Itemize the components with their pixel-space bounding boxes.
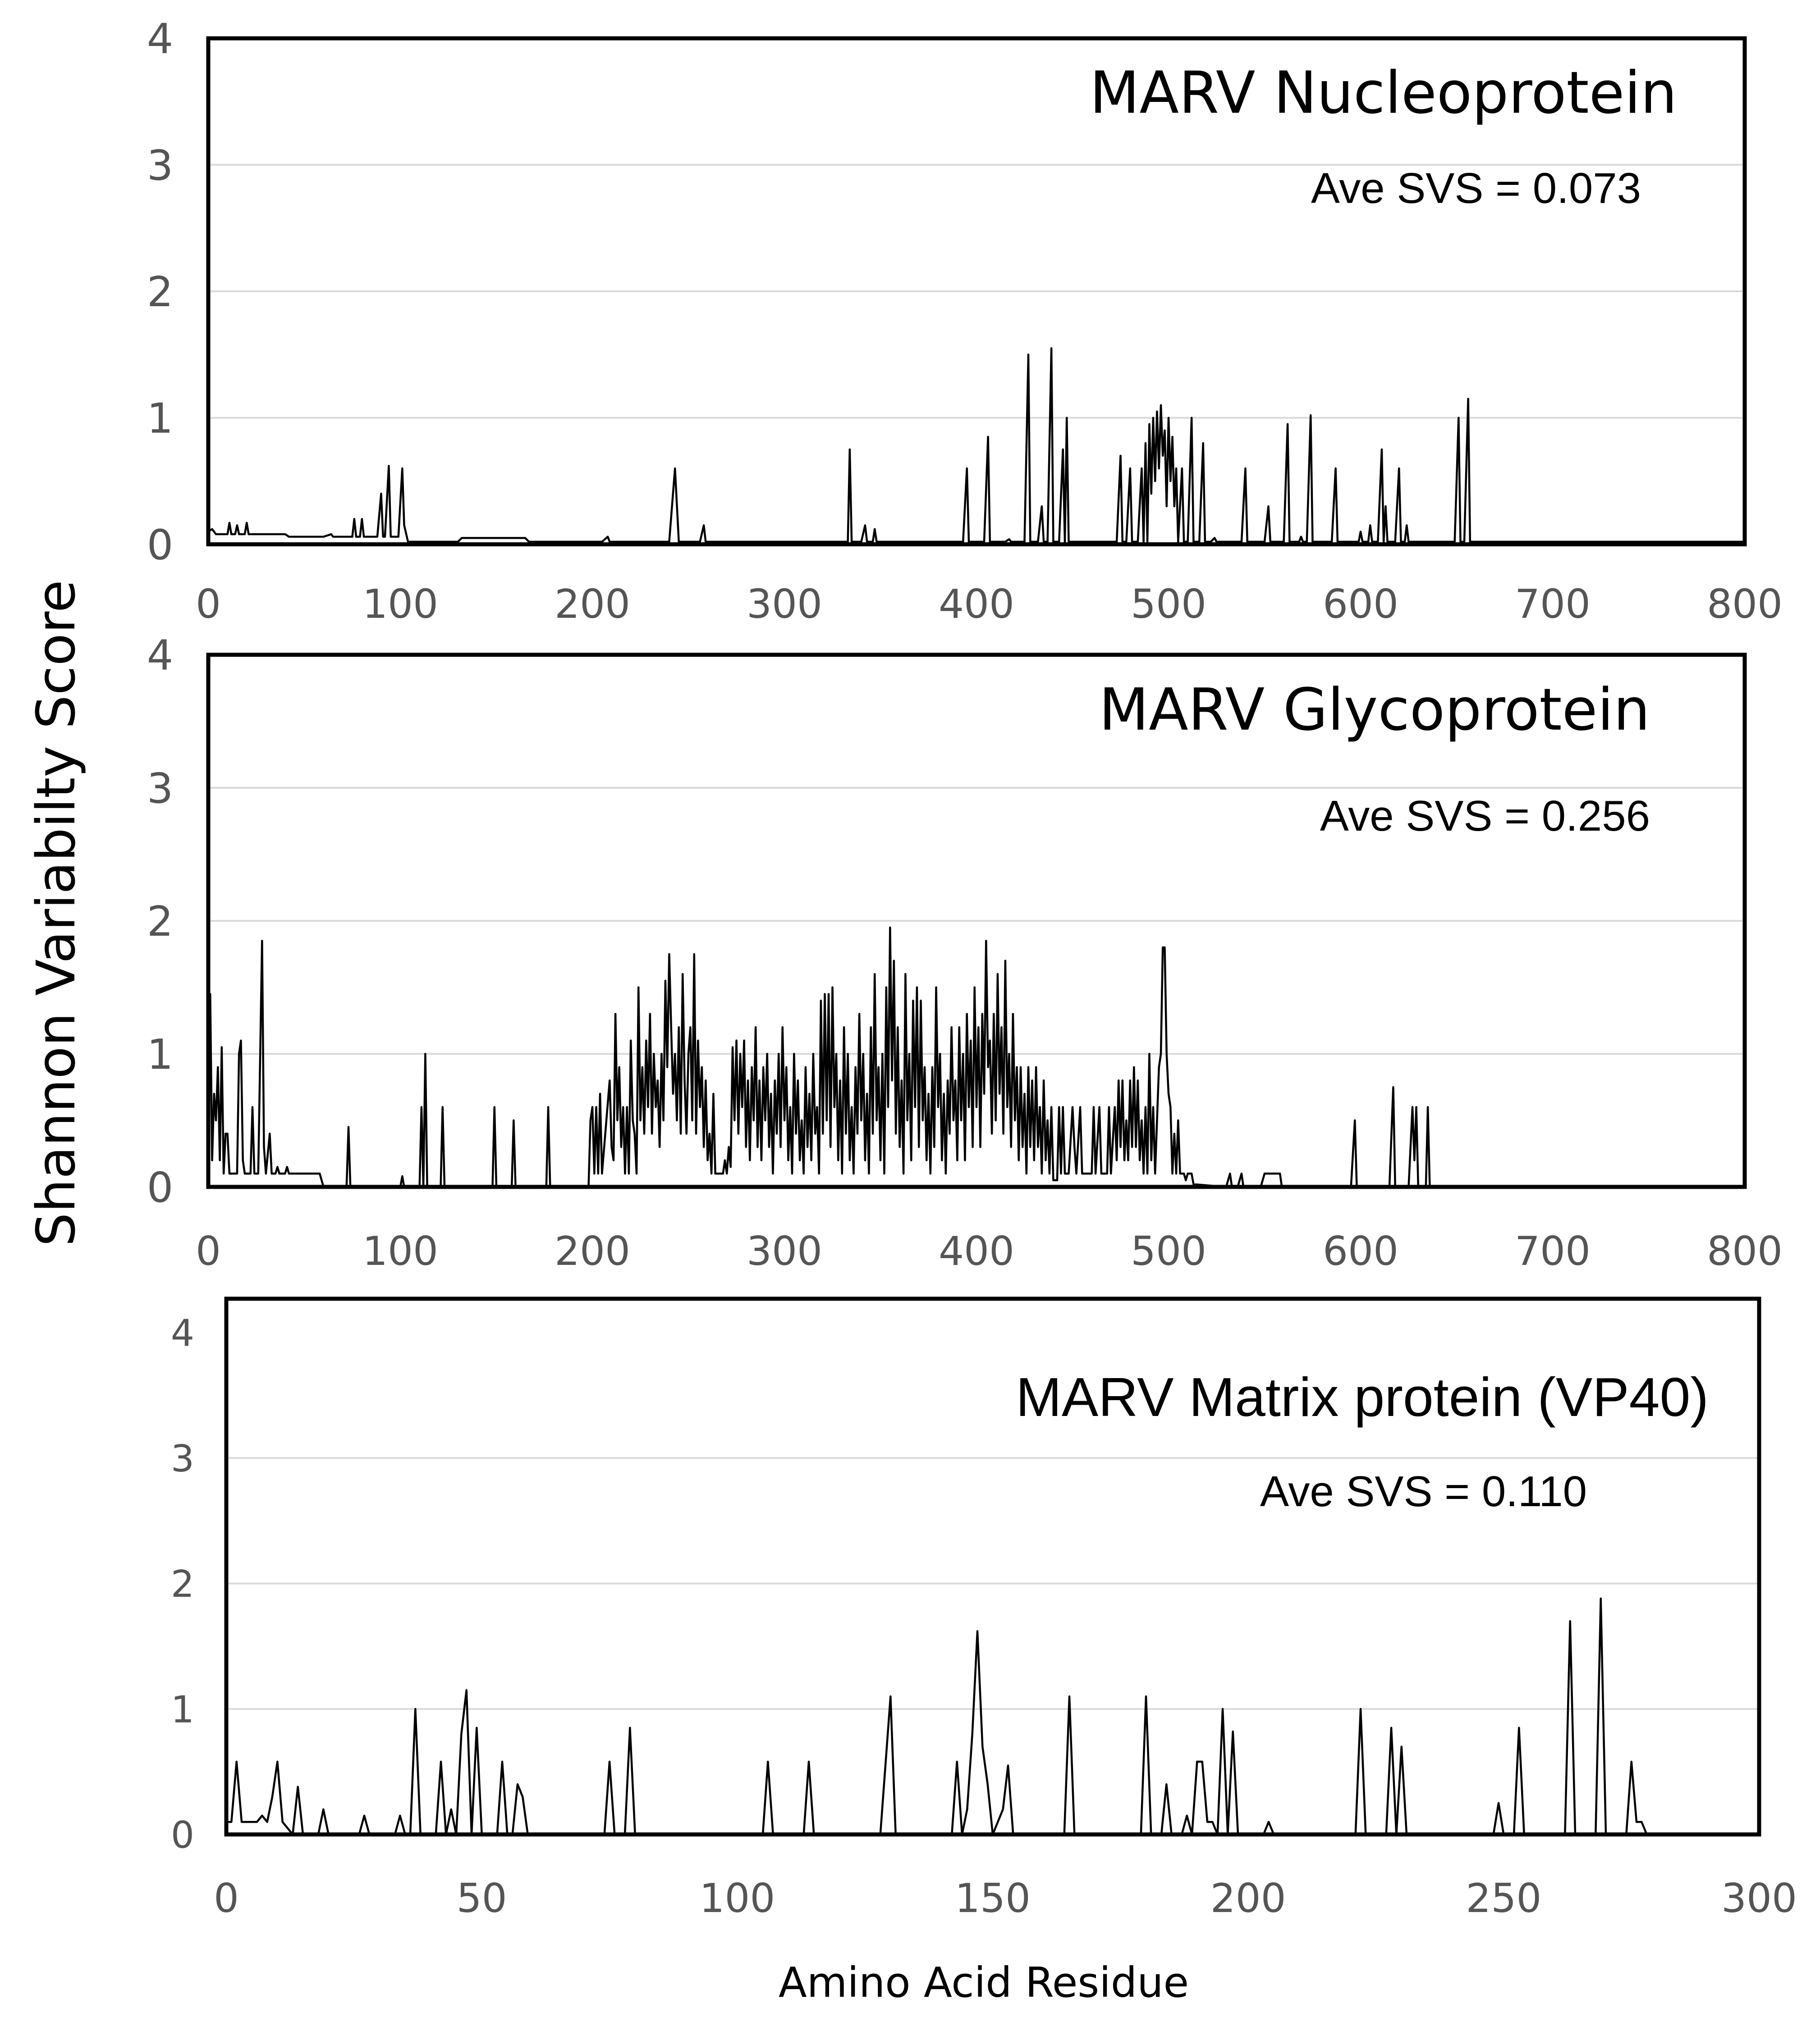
panel-3-line [226,1597,1759,1836]
panel-2-annotation: Ave SVS = 0.256 [1320,792,1650,840]
x-tick-label: 700 [1515,581,1591,627]
svs-series-line [207,347,1745,543]
y-tick-label: 2 [147,897,174,946]
panel-3-y-ticks: 0 1 2 3 4 [171,1312,194,1857]
x-axis-label: Amino Acid Residue [779,1958,1189,2007]
y-tick-label: 1 [147,1030,174,1079]
x-tick-label: 0 [196,1228,221,1274]
y-tick-label: 3 [147,142,174,190]
panel-1-annotation: Ave SVS = 0.073 [1311,164,1641,212]
panel-1-grid [208,164,1745,419]
y-tick-label: 0 [171,1814,194,1857]
y-tick-label: 4 [171,1312,194,1355]
x-tick-label: 700 [1515,1228,1591,1274]
panel-1-title: MARV Nucleoprotein [1090,60,1677,127]
y-tick-label: 0 [147,521,174,569]
x-tick-label: 600 [1323,581,1398,627]
x-tick-label: 500 [1131,1228,1206,1274]
x-tick-label: 100 [362,581,438,627]
panel-nucleoprotein: 0 1 2 3 4 0 100 200 300 400 500 600 700 800 MARV Nuc… [147,15,1783,627]
panel-1-x-ticks: 0 100 200 300 400 500 600 700 800 [196,581,1783,627]
panel-glycoprotein: 0 1 2 3 4 0 100 200 300 400 500 600 700 800 MARV Gly… [147,631,1783,1274]
panel-1-line [207,347,1745,543]
x-tick-label: 200 [555,581,630,627]
x-tick-label: 400 [939,581,1014,627]
x-tick-label: 200 [555,1228,630,1274]
x-tick-label: 50 [457,1875,507,1921]
panel-3-frame [224,1296,1761,1837]
y-tick-label: 4 [147,15,174,63]
x-tick-label: 100 [699,1875,775,1921]
panel-2-frame [206,653,1747,1189]
panel-2-line [207,926,1745,1188]
x-tick-label: 800 [1707,581,1783,627]
svs-series-line [226,1597,1759,1836]
x-tick-label: 300 [1721,1875,1797,1921]
x-tick-label: 0 [214,1875,239,1921]
x-tick-label: 200 [1210,1875,1286,1921]
panel-matrix-protein: 0 1 2 3 4 0 50 100 150 200 250 300 MARV Matrix pro… [171,1296,1797,1921]
panel-3-annotation: Ave SVS = 0.110 [1260,1467,1587,1516]
x-tick-label: 300 [747,1228,822,1274]
panel-2-x-ticks: 0 100 200 300 400 500 600 700 800 [196,1228,1783,1274]
y-tick-label: 0 [147,1163,174,1212]
y-tick-label: 3 [147,764,174,813]
y-tick-label: 4 [147,631,174,680]
y-tick-label: 2 [147,268,174,316]
x-tick-label: 250 [1466,1875,1541,1921]
x-tick-label: 100 [362,1228,438,1274]
panel-2-title: MARV Glycoprotein [1099,676,1650,744]
panel-3-title: MARV Matrix protein (VP40) [1016,1366,1709,1428]
svs-series-line [207,926,1745,1188]
x-tick-label: 150 [955,1875,1031,1921]
x-tick-label: 500 [1131,581,1206,627]
panel-1-y-ticks: 0 1 2 3 4 [147,15,174,569]
x-tick-label: 0 [196,581,221,627]
panel-3-grid [226,1457,1759,1710]
x-tick-label: 300 [747,581,822,627]
y-tick-label: 3 [171,1438,194,1480]
panel-2-y-ticks: 0 1 2 3 4 [147,631,174,1212]
y-tick-label: 1 [171,1688,194,1731]
x-tick-label: 800 [1707,1228,1783,1274]
y-tick-label: 1 [147,395,174,443]
x-tick-label: 600 [1323,1228,1398,1274]
panel-3-x-ticks: 0 50 100 150 200 250 300 [214,1875,1797,1921]
panel-1-frame [206,36,1747,547]
y-axis-label: Shannon Variabilty Score [25,580,87,1246]
y-tick-label: 2 [171,1563,194,1606]
x-tick-label: 400 [939,1228,1014,1274]
